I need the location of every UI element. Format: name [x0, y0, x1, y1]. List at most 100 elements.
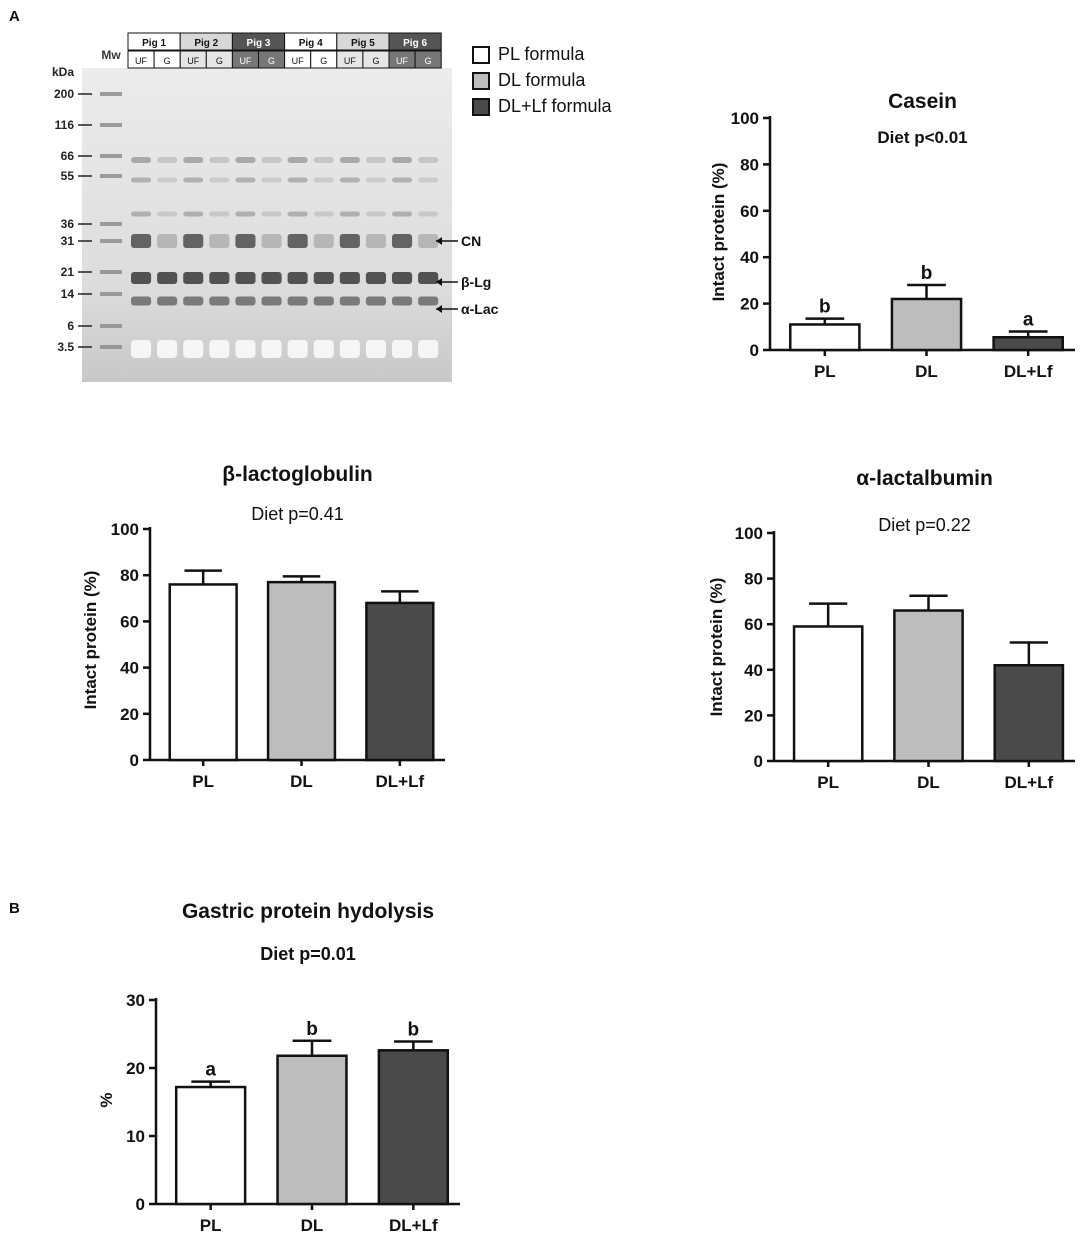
bar-pl: [789, 323, 861, 352]
gel-band: [365, 211, 386, 217]
gel-band: [209, 177, 230, 183]
chart-subtitle: Diet p=0.41: [251, 504, 344, 524]
gel-band: [261, 157, 282, 163]
band-label: α-Lac: [461, 301, 499, 317]
chart-casein: Casein Diet p<0.01 Intact protein (%) 0 20 40…: [709, 90, 1075, 381]
gel-band: [392, 177, 413, 183]
gel-band: [235, 177, 256, 183]
x-tick-label: DL: [915, 362, 938, 381]
chart-subtitle: Diet p=0.01: [260, 944, 356, 964]
x-tick-label: DL: [917, 773, 940, 792]
bar-dl: [276, 1054, 348, 1206]
ladder-band: [100, 324, 122, 328]
x-tick-label: DL: [290, 772, 313, 791]
gel-band: [287, 211, 308, 217]
y-tick-label: 60: [744, 615, 763, 634]
gel-band: [261, 296, 282, 306]
gel-band: [418, 211, 439, 217]
chart-alac: α-lactalbumin Diet p=0.22 Intact protein (…: [707, 467, 1075, 792]
gel-band: [235, 234, 256, 248]
x-tick-label: DL+Lf: [389, 1216, 438, 1235]
gel-band: [183, 211, 204, 217]
gel-band: [157, 234, 178, 248]
lane-label: UF: [187, 56, 199, 66]
pig-label: Pig 6: [403, 38, 427, 49]
gel-band: [392, 211, 413, 217]
gel-band: [365, 177, 386, 183]
ladder-band: [100, 292, 122, 296]
marker-label: 66: [61, 149, 75, 163]
gel-band: [209, 157, 230, 163]
gel-band: [392, 296, 413, 306]
lane-label: UF: [135, 56, 147, 66]
legend-label-pl: PL formula: [498, 44, 585, 64]
gel-band: [261, 211, 282, 217]
y-tick-label: 80: [120, 566, 139, 585]
marker-label: 200: [54, 87, 74, 101]
gel-well-bottom: [183, 340, 204, 358]
lane-label: UF: [292, 56, 304, 66]
marker-label: 55: [61, 169, 75, 183]
gel-band: [183, 234, 204, 248]
bar-pl: [168, 583, 238, 762]
y-tick-label: 40: [120, 659, 139, 678]
ladder-band: [100, 154, 122, 158]
band-label: β-Lg: [461, 274, 491, 290]
pig-label: Pig 4: [299, 38, 323, 49]
y-tick-label: 20: [126, 1059, 145, 1078]
gel-band: [157, 211, 178, 217]
gel-band: [131, 157, 152, 163]
gel-well-bottom: [209, 340, 230, 358]
lane-label: G: [320, 56, 327, 66]
x-tick-label: PL: [814, 362, 836, 381]
mw-label: Mw: [101, 48, 121, 62]
gel-band: [339, 211, 360, 217]
gel-band: [313, 157, 334, 163]
gel-band: [131, 272, 152, 284]
gel-well-bottom: [235, 340, 256, 358]
marker-label: 21: [61, 265, 75, 279]
y-tick-label: 60: [120, 612, 139, 631]
gel-band: [131, 234, 152, 248]
ladder-band: [100, 239, 122, 243]
y-axis-label: Intact protein (%): [709, 163, 728, 302]
y-tick-label: 0: [136, 1195, 145, 1214]
gel-band: [261, 272, 282, 284]
y-tick-label: 80: [740, 155, 759, 174]
gel-band: [131, 296, 152, 306]
y-tick-label: 20: [744, 706, 763, 725]
gel-band: [235, 296, 256, 306]
bar-dl-lf: [365, 601, 435, 762]
chart-subtitle: Diet p=0.22: [878, 515, 971, 535]
gel-band: [157, 157, 178, 163]
bar-dl: [893, 609, 964, 763]
gel-band: [157, 296, 178, 306]
significance-letter: a: [1023, 309, 1034, 330]
pig-label: Pig 1: [142, 38, 166, 49]
pig-label: Pig 2: [194, 38, 218, 49]
significance-letter: b: [819, 297, 831, 318]
gel-band: [209, 234, 230, 248]
lane-label: UF: [396, 56, 408, 66]
significance-letter: b: [921, 263, 933, 284]
legend-swatch-pl: [472, 45, 490, 64]
y-tick-label: 20: [120, 705, 139, 724]
chart-hydrolysis: Gastric protein hydolysis Diet p=0.01% 0 10…: [97, 900, 460, 1235]
gel-band: [209, 211, 230, 217]
x-tick-label: DL+Lf: [1004, 362, 1053, 381]
y-axis-label: Intact protein (%): [81, 571, 100, 710]
band-arrowhead: [436, 278, 442, 286]
bar-pl: [174, 1085, 247, 1206]
band-arrowhead: [436, 237, 442, 245]
gel-band: [131, 177, 152, 183]
bar-dl-lf: [377, 1049, 450, 1206]
y-tick-label: 0: [754, 752, 763, 771]
y-tick-label: 30: [126, 991, 145, 1010]
y-tick-label: 100: [731, 109, 759, 128]
gel-band: [287, 177, 308, 183]
gel-well-bottom: [418, 340, 439, 358]
y-tick-label: 100: [735, 524, 763, 543]
bar-dl: [890, 297, 963, 352]
gel-band: [183, 296, 204, 306]
legend-label-dl: DL formula: [498, 70, 586, 90]
